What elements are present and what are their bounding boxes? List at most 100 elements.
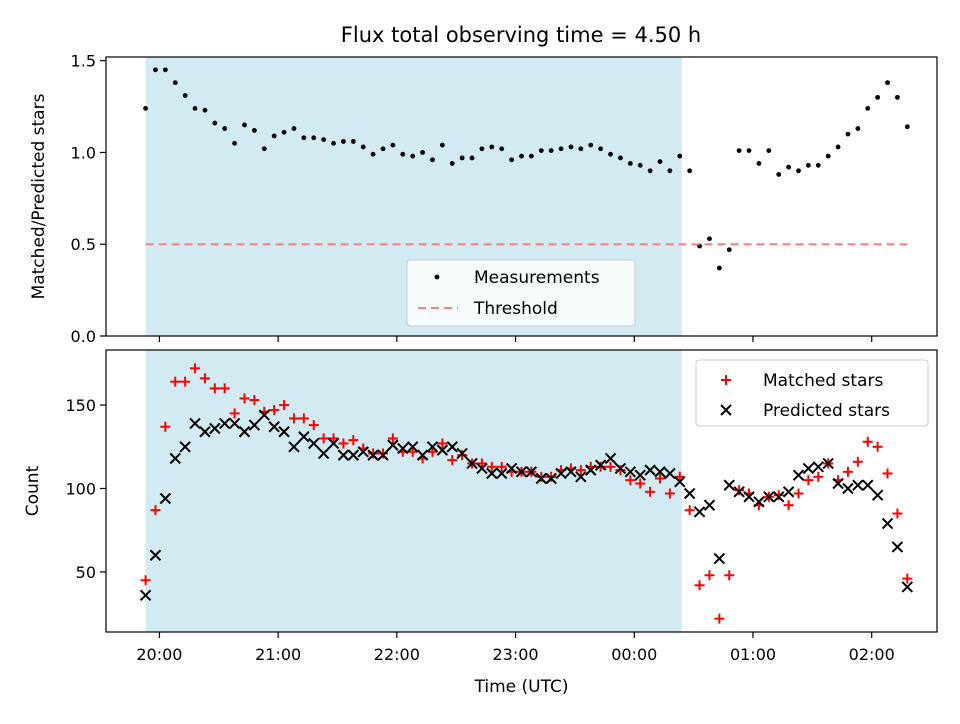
x-marker-b <box>723 479 735 491</box>
predicted-star-point <box>812 461 824 473</box>
measurement-point <box>321 137 327 142</box>
predicted-star-point <box>159 492 172 505</box>
x-marker-b <box>822 457 834 470</box>
predicted-stars-legend-label: Predicted stars <box>763 401 890 421</box>
matched-star-point <box>872 441 883 452</box>
matched-legend-plus <box>721 375 731 385</box>
matched-star-point <box>457 450 468 461</box>
matched-star-point <box>308 420 319 431</box>
matched-star-point <box>269 405 280 416</box>
predicted-star-point <box>654 466 666 478</box>
x-marker-b <box>406 441 419 453</box>
predicted-star-point <box>674 476 686 488</box>
matched-star-point <box>615 465 626 476</box>
predicted-star-point <box>753 496 765 508</box>
predicted-star-point <box>317 447 330 460</box>
predicted-star-point <box>406 441 419 453</box>
count-x-axis: 20:00 21:00 22:00 23:00 00:00 01:00 02:00 <box>136 632 895 664</box>
measurement-points <box>143 67 910 271</box>
matched-star-point <box>486 461 497 472</box>
matched-star-point <box>536 471 547 482</box>
predicted-star-point <box>713 552 726 565</box>
x-marker-b <box>377 449 389 461</box>
count-legend: Matched stars Predicted stars <box>695 359 929 427</box>
measurement-point <box>528 153 534 159</box>
matched-star-point <box>714 613 725 624</box>
threshold-legend-label: Threshold <box>473 299 558 319</box>
x-tick-label: 00:00 <box>611 645 657 664</box>
x-tick-label: 01:00 <box>730 645 776 664</box>
measurement-point <box>726 247 732 253</box>
measurement-point <box>301 135 307 141</box>
predicted-star-point <box>693 506 706 518</box>
measurement-point <box>172 80 178 86</box>
predicted-star-point <box>288 441 300 453</box>
measurement-point <box>716 265 722 271</box>
measurement-point <box>835 144 841 150</box>
predicted-star-point <box>515 466 528 478</box>
matched-star-point <box>328 433 339 444</box>
measurement-point <box>430 157 435 163</box>
matched-star-point <box>655 473 665 484</box>
measurement-point <box>271 133 277 139</box>
matched-star-point <box>318 433 329 444</box>
measurement-point <box>192 105 198 111</box>
matched-star-point <box>298 413 309 424</box>
x-marker-b <box>782 486 795 498</box>
measurement-point <box>558 146 564 152</box>
matched-star-point <box>694 580 705 591</box>
predicted-star-point <box>416 449 429 461</box>
x-marker-b <box>753 496 765 508</box>
x-tick-label: 23:00 <box>493 645 539 664</box>
measurement-point <box>242 122 247 128</box>
matched-star-point <box>704 570 715 581</box>
predicted-star-point <box>149 549 162 561</box>
measurement-point <box>261 146 267 152</box>
x-marker-b <box>189 417 201 430</box>
count-panel-frame <box>105 349 938 633</box>
y-tick-label: 50 <box>76 563 96 582</box>
measurement-point <box>895 94 900 100</box>
x-marker-b <box>327 437 340 450</box>
x-marker-b <box>763 491 775 503</box>
predicted-star-point <box>723 479 735 491</box>
x-marker-b <box>743 491 755 503</box>
measurement-point <box>904 124 910 130</box>
matched-star-point <box>595 461 606 472</box>
matched-star-point <box>199 373 210 384</box>
ratio-y-axis: 0.0 0.5 1.0 1.5 <box>71 52 106 346</box>
predicted-star-point <box>397 442 409 455</box>
measurement-point <box>370 151 376 157</box>
predicted-star-point <box>664 467 676 480</box>
matched-star-point <box>190 363 201 374</box>
predicted-star-point <box>881 517 894 530</box>
x-marker-b <box>881 517 894 530</box>
x-marker-b <box>159 492 172 505</box>
predicted-star-point <box>703 499 716 511</box>
predicted-star-point <box>258 409 270 421</box>
x-marker-b <box>565 466 577 478</box>
matched-star-point <box>674 471 685 482</box>
predicted-star-point <box>248 419 261 431</box>
predicted-star-point <box>802 462 815 475</box>
measurement-point <box>707 236 712 242</box>
matched-star-point <box>793 488 804 499</box>
x-marker-b <box>505 462 518 475</box>
x-marker-b <box>367 449 379 461</box>
x-marker-b <box>357 446 369 458</box>
matched-stars-legend-marker <box>721 375 731 385</box>
measurement-point <box>311 135 317 141</box>
x-marker-b <box>308 437 320 450</box>
predicted-star-point <box>238 426 251 438</box>
predicted-star-point <box>169 452 181 465</box>
x-marker-b <box>852 479 864 491</box>
measurement-point <box>162 67 168 73</box>
x-marker-b <box>654 466 666 478</box>
ratio-x-ticks <box>158 336 873 342</box>
measurement-point <box>677 153 683 159</box>
matched-star-point <box>249 395 260 406</box>
matched-star-point <box>813 471 824 482</box>
predicted-star-point <box>486 467 498 480</box>
matched-star-point <box>734 485 745 496</box>
predicted-star-point <box>209 422 221 435</box>
